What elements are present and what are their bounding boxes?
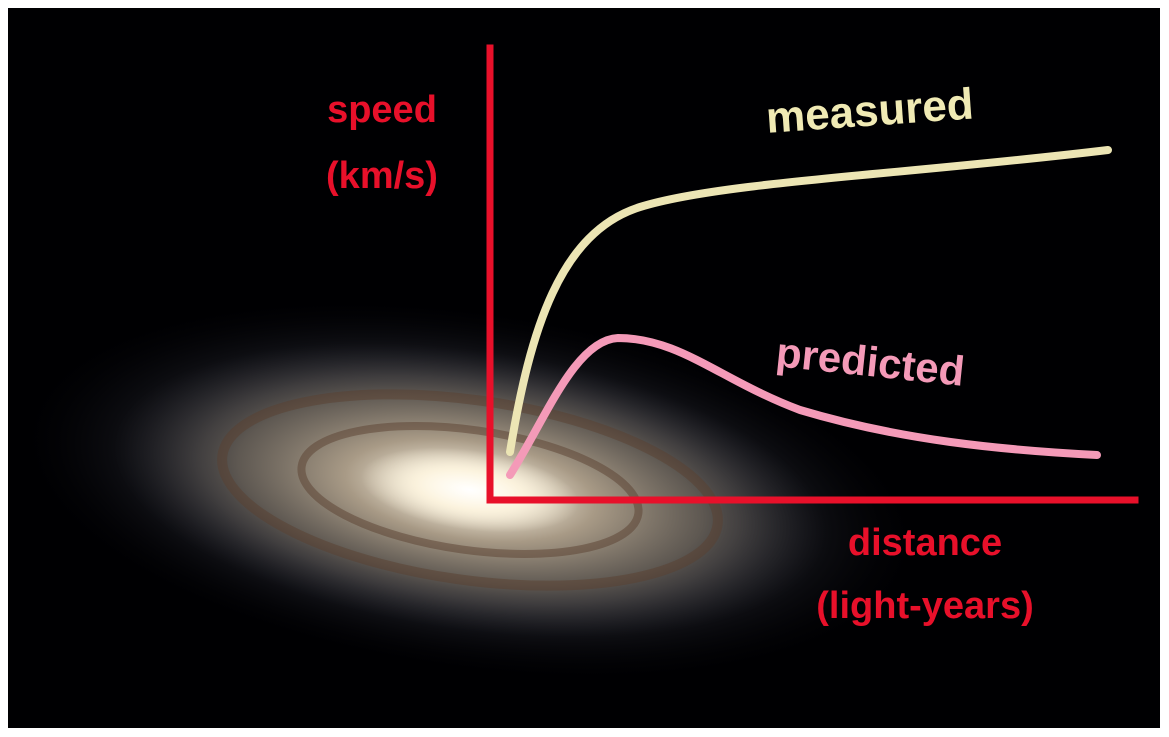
y-axis-label: speed <box>327 89 437 131</box>
predicted-curve <box>506 333 1101 479</box>
galaxy <box>23 301 917 679</box>
x-axis-label: distance <box>848 522 1002 564</box>
measured-curve <box>506 146 1112 456</box>
y-axis-unit: (km/s) <box>326 155 438 197</box>
axes <box>486 44 1139 504</box>
x-axis-unit: (light-years) <box>816 585 1033 627</box>
